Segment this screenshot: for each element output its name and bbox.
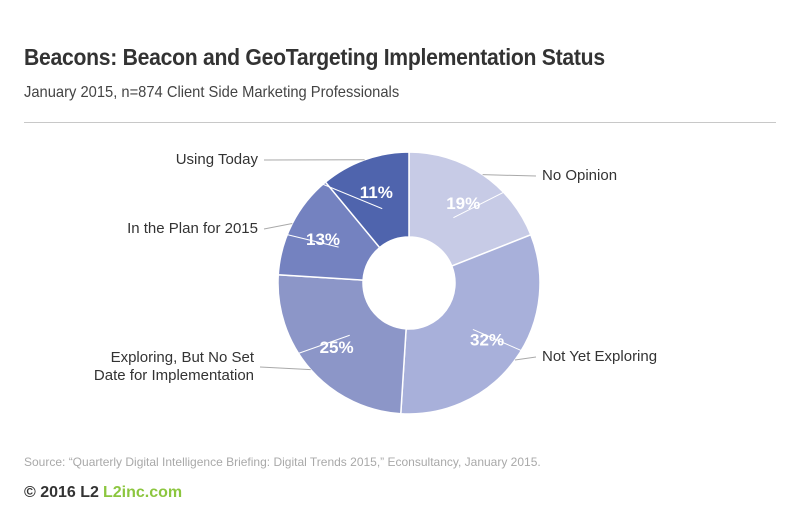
data-label-exploring-but-no-set-date-for-implementation: 25% (320, 338, 354, 357)
chart-subtitle: January 2015, n=874 Client Side Marketin… (24, 84, 400, 101)
category-label-line: No Opinion (542, 167, 618, 184)
chart-title: Beacons: Beacon and GeoTargeting Impleme… (24, 44, 605, 70)
data-label-using-today: 11% (360, 183, 393, 202)
footer-credit: © 2016 L2 L2inc.com (24, 484, 182, 502)
site-link[interactable]: L2inc.com (102, 484, 183, 501)
category-label-exploring-but-no-set-date-for-implementation: Exploring, But No Set Date for Implementa… (94, 349, 254, 385)
leader-inner-exploring-but-no-set-date-for-implementation (259, 334, 350, 368)
data-label-not-yet-exploring: 32% (470, 331, 504, 350)
category-label-using-today: Using Today (176, 151, 258, 169)
slice-in-the-plan-for-2015 (277, 181, 381, 281)
leader-inner-using-today (263, 159, 383, 210)
category-label-line: Not Yet Exploring (542, 348, 658, 365)
data-label-no-opinion: 19% (446, 194, 480, 213)
source-note: Source: “Quarterly Digital Intelligence … (24, 455, 541, 469)
slice-using-today (324, 151, 410, 249)
category-label-line: In the Plan for 2015 (127, 220, 258, 237)
category-label-line: Date for Implementation (93, 367, 254, 384)
leader-inner-not-yet-exploring (472, 328, 537, 358)
category-label-no-opinion: No Opinion (542, 167, 617, 185)
leader-outer-not-yet-exploring (514, 356, 537, 361)
slice-not-yet-exploring (399, 233, 541, 415)
slice-exploring-but-no-set-date-for-implementation (277, 273, 407, 415)
leader-outer-exploring-but-no-set-date-for-implementation (259, 366, 311, 371)
category-label-line: Using Today (175, 151, 258, 168)
leader-inner-no-opinion (453, 175, 537, 219)
leader-outer-no-opinion (482, 174, 537, 177)
leader-outer-in-the-plan-for-2015 (263, 223, 293, 230)
category-label-line: Exploring, But No Set (110, 349, 254, 366)
header-divider (24, 122, 776, 123)
leader-inner-in-the-plan-for-2015 (263, 228, 339, 248)
category-label-not-yet-exploring: Not Yet Exploring (542, 348, 657, 366)
category-label-in-the-plan-for-2015: In the Plan for 2015 (127, 220, 258, 238)
copyright-text: © 2016 L2 (24, 484, 99, 501)
data-label-in-the-plan-for-2015: 13% (306, 230, 340, 249)
